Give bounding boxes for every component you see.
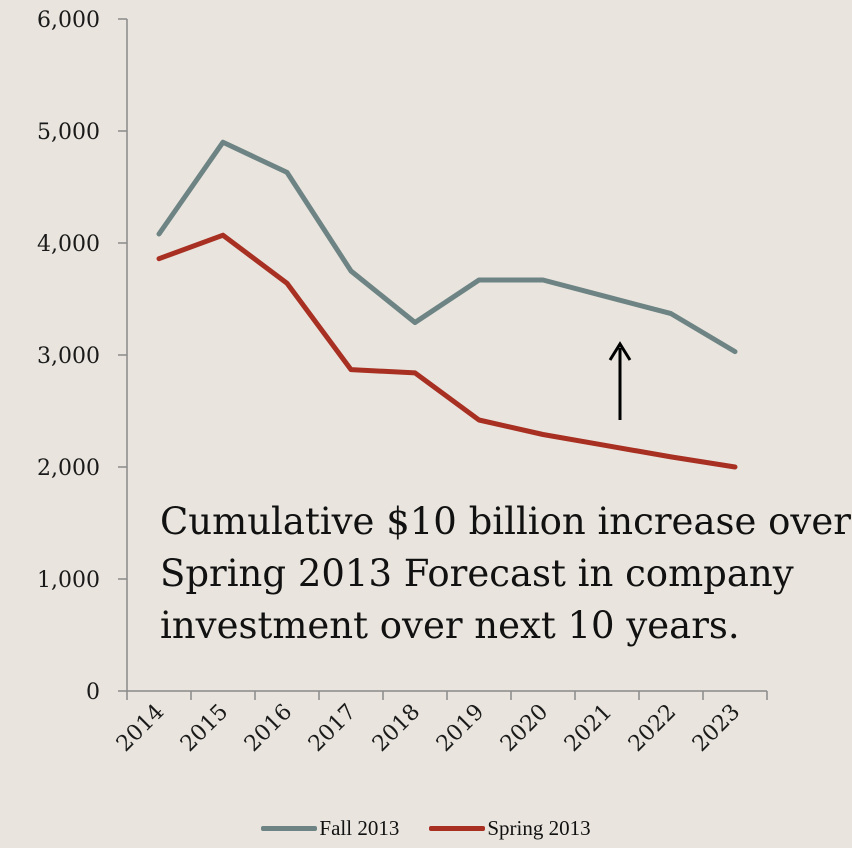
legend-swatch (429, 826, 486, 831)
legend-label: Fall 2013 (319, 816, 400, 840)
x-tick-label: 2019 (432, 700, 489, 757)
annotation-line: Spring 2013 Forecast in company (160, 552, 794, 595)
y-tick-label: 3,000 (37, 344, 100, 369)
x-tick-label: 2022 (624, 700, 681, 757)
series-layer (156, 139, 738, 470)
legend-label: Spring 2013 (487, 816, 591, 840)
x-tick-label: 2014 (112, 700, 169, 757)
x-tick-label: 2018 (368, 700, 425, 757)
y-tick-label: 5,000 (37, 120, 100, 145)
legend-swatch (261, 826, 318, 831)
x-tick-label: 2017 (304, 700, 361, 757)
y-tick-label: 6,000 (37, 8, 100, 33)
y-tick-label: 2,000 (37, 456, 100, 481)
x-tick-label: 2015 (176, 700, 233, 757)
y-tick-label: 1,000 (37, 568, 100, 593)
y-tick-label: 4,000 (37, 232, 100, 257)
annotation-line: Cumulative $10 billion increase over (160, 500, 851, 543)
annotation-text: Cumulative $10 billion increase over Spr… (160, 496, 851, 652)
legend-item-spring-2013: Spring 2013 (429, 816, 591, 841)
annotation-arrow (608, 341, 632, 420)
x-tick-label: 2020 (496, 700, 553, 757)
x-tick-label: 2016 (240, 700, 297, 757)
series-line-fall-2013 (156, 139, 738, 355)
legend: Fall 2013 Spring 2013 (0, 816, 852, 841)
y-tick-label: 0 (86, 680, 100, 705)
x-tick-label: 2023 (688, 700, 745, 757)
annotation-line: investment over next 10 years. (160, 604, 740, 647)
x-tick-label: 2021 (560, 700, 617, 757)
series-line-spring-2013 (156, 232, 738, 470)
legend-item-fall-2013: Fall 2013 (261, 816, 399, 841)
